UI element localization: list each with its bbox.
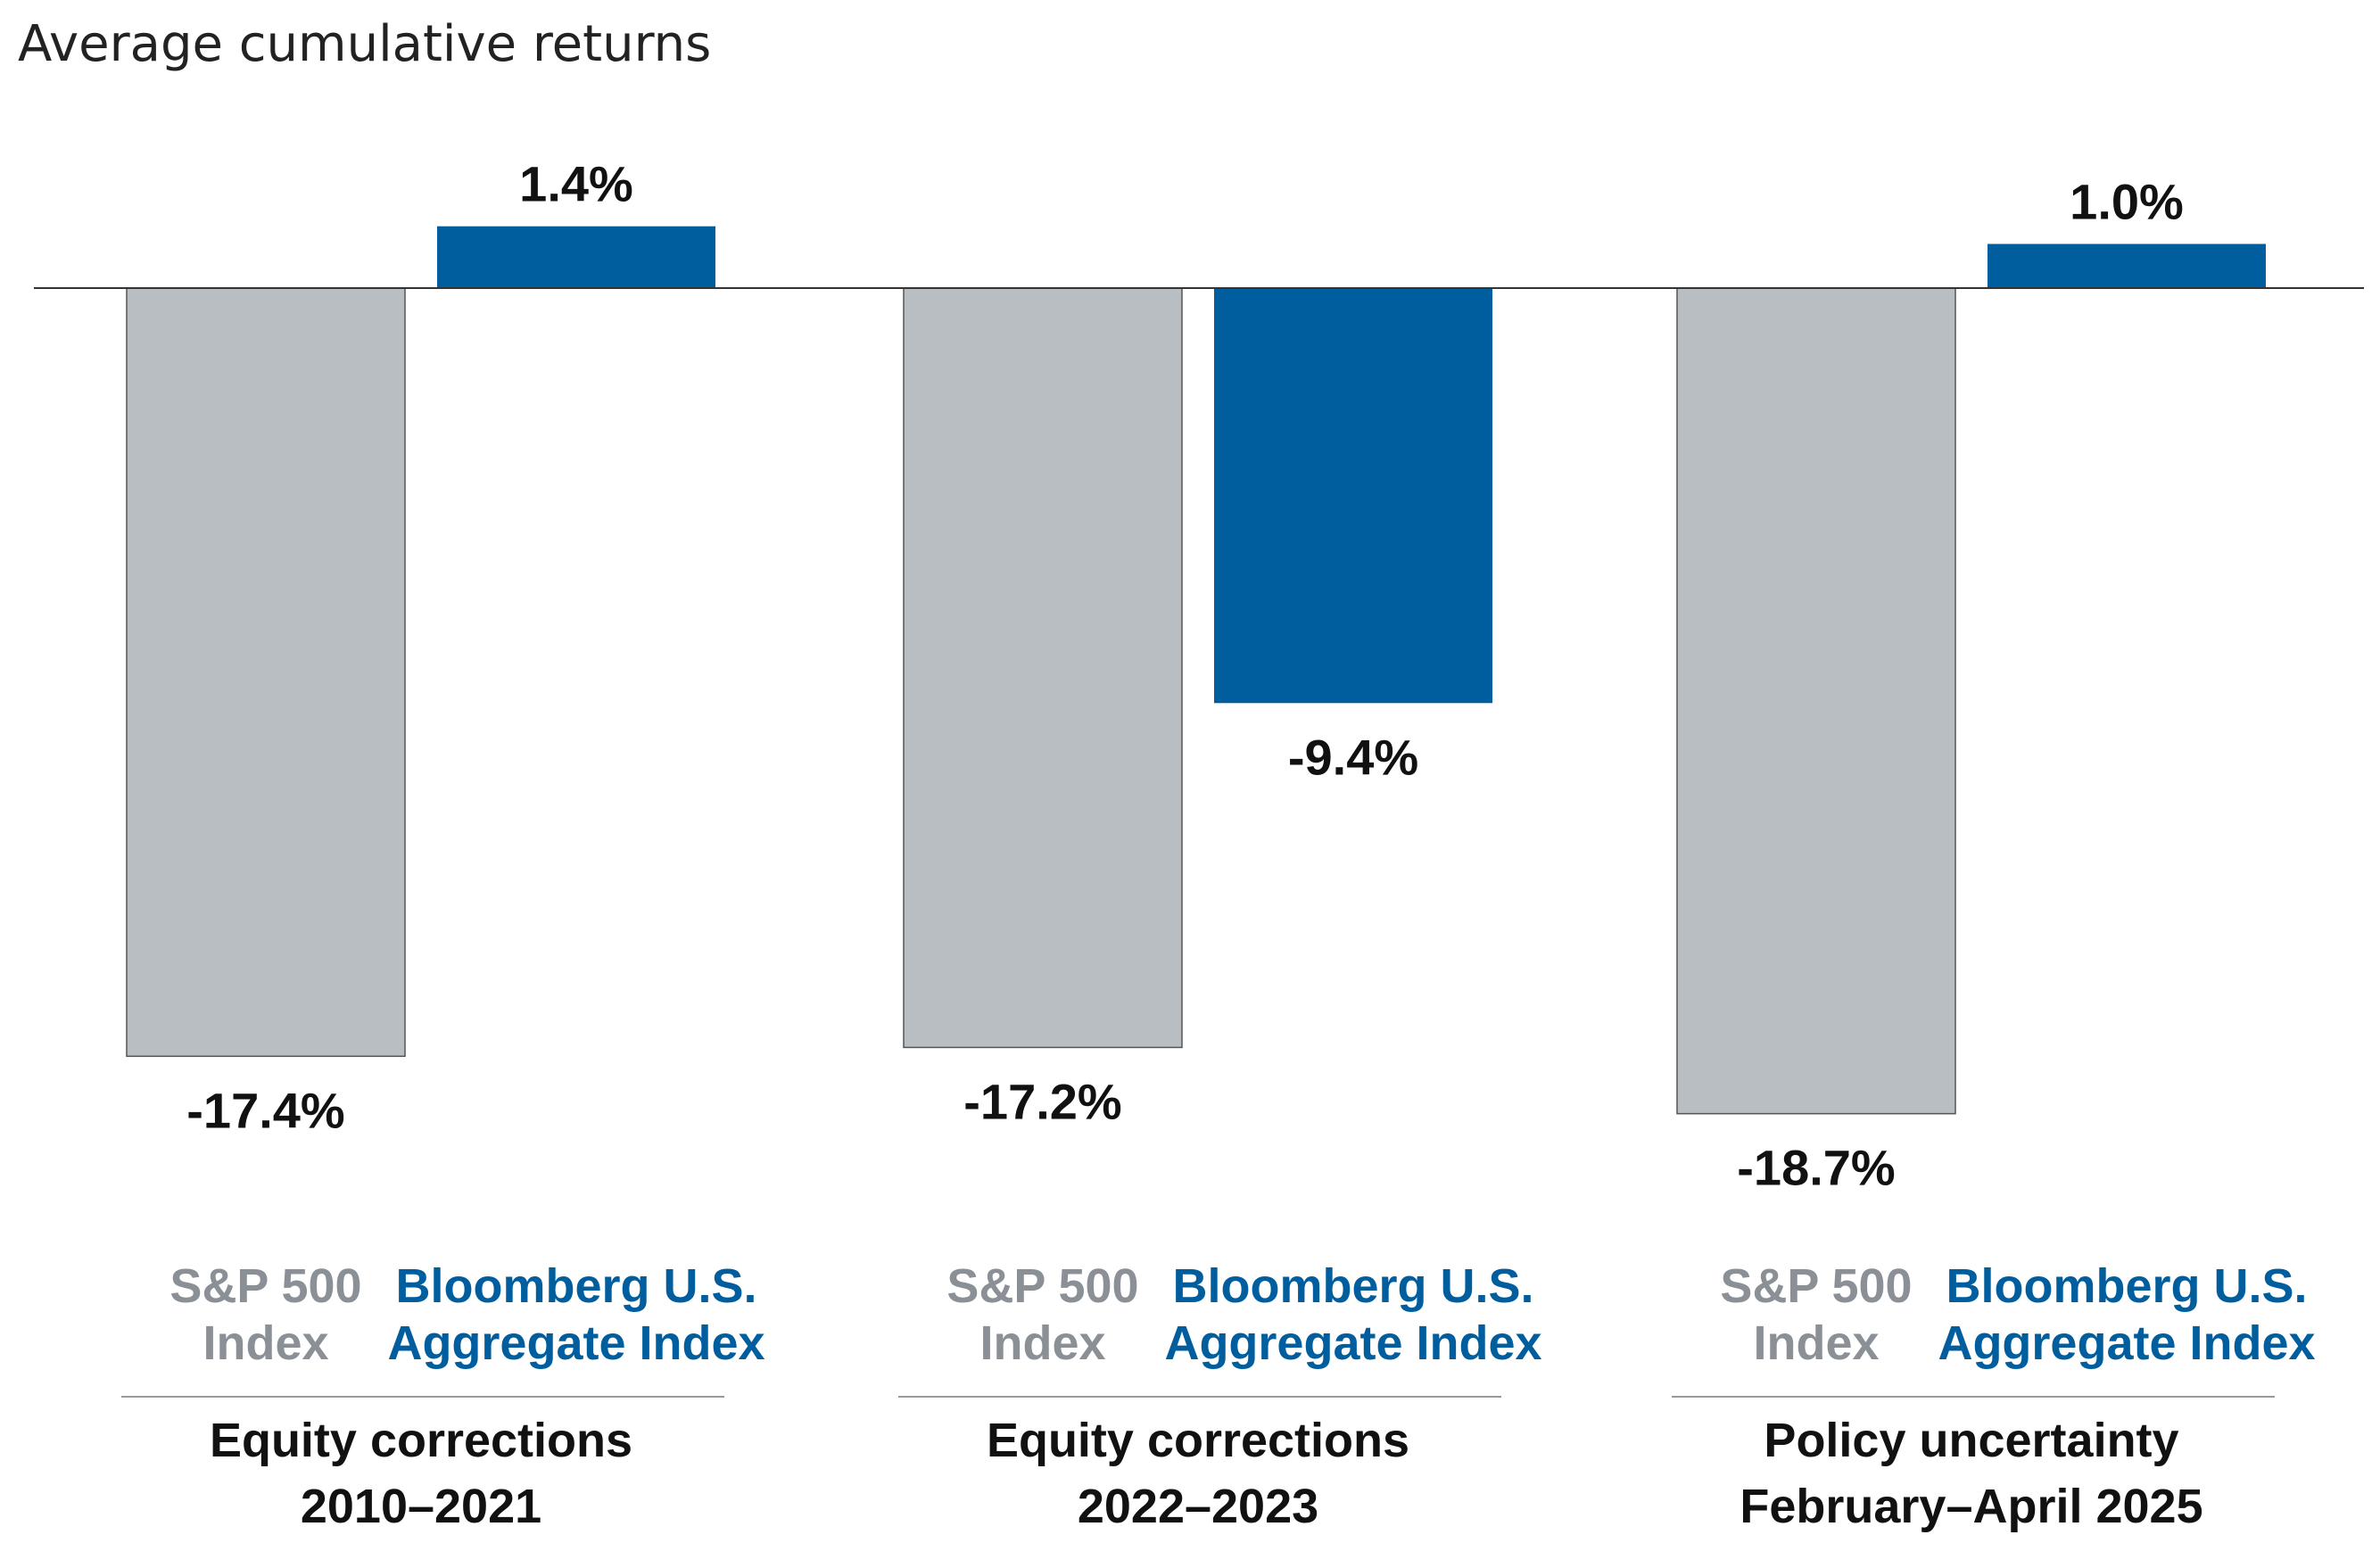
bars-layer [126, 226, 2266, 1115]
bar-sp500-1 [126, 287, 406, 1058]
value-label-sp500-1: -17.4% [186, 1082, 344, 1138]
category-label-1-line1: Equity corrections [210, 1414, 632, 1467]
series-label-agg-1-line1: Bloomberg U.S. [395, 1259, 756, 1313]
series-label-agg-2-line2: Aggregate Index [1164, 1316, 1541, 1370]
series-label-agg-3-line1: Bloomberg U.S. [1946, 1259, 2307, 1313]
value-label-agg-3: 1.0% [2070, 174, 2184, 230]
series-label-sp500-2-line2: Index [979, 1316, 1105, 1370]
chart-title: Average cumulative returns [18, 15, 711, 73]
category-label-2-line2: 2022–2023 [1078, 1480, 1318, 1533]
series-label-sp500-1-line2: Index [202, 1316, 328, 1370]
category-label-1-line2: 2010–2021 [301, 1480, 541, 1533]
bar-agg-3 [1987, 243, 2266, 288]
series-label-sp500-1-line1: S&P 500 [169, 1259, 361, 1313]
series-label-sp500-2-line1: S&P 500 [946, 1259, 1138, 1313]
category-label-2-line1: Equity corrections [987, 1414, 1409, 1467]
series-label-agg-3-line2: Aggregate Index [1938, 1316, 2315, 1370]
series-label-agg-2-line1: Bloomberg U.S. [1172, 1259, 1533, 1313]
axis-layer [34, 287, 2364, 1398]
series-label-agg-1-line2: Aggregate Index [387, 1316, 764, 1370]
series-label-sp500-3-line2: Index [1753, 1316, 1879, 1370]
category-label-3-line1: Policy uncertainty [1764, 1414, 2178, 1467]
bar-sp500-2 [903, 287, 1183, 1049]
category-label-3-line2: February–April 2025 [1740, 1480, 2202, 1533]
value-label-sp500-3: -18.7% [1737, 1140, 1895, 1196]
bar-sp500-3 [1676, 287, 1956, 1115]
value-label-agg-2: -9.4% [1288, 729, 1418, 785]
bar-agg-2 [1214, 288, 1492, 704]
series-label-sp500-3-line1: S&P 500 [1720, 1259, 1912, 1313]
value-label-sp500-2: -17.2% [963, 1073, 1121, 1129]
value-label-agg-1: 1.4% [519, 156, 633, 212]
bar-agg-1 [437, 226, 715, 288]
